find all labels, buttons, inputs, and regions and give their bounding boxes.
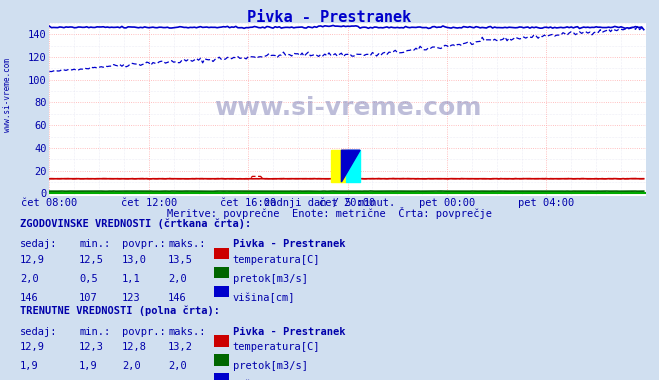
Text: 13,0: 13,0 xyxy=(122,255,147,264)
Text: 2,0: 2,0 xyxy=(122,361,140,371)
Polygon shape xyxy=(341,150,360,182)
Text: 146: 146 xyxy=(20,293,38,302)
Text: 12,9: 12,9 xyxy=(20,342,45,352)
Text: višina[cm]: višina[cm] xyxy=(233,293,295,303)
Text: min.:: min.: xyxy=(79,327,110,337)
Text: www.si-vreme.com: www.si-vreme.com xyxy=(214,96,481,120)
Text: maks.:: maks.: xyxy=(168,327,206,337)
Text: Pivka - Prestranek: Pivka - Prestranek xyxy=(233,327,345,337)
Text: povpr.:: povpr.: xyxy=(122,239,165,249)
Text: temperatura[C]: temperatura[C] xyxy=(233,342,320,352)
Text: povpr.:: povpr.: xyxy=(122,327,165,337)
Text: 1,9: 1,9 xyxy=(79,361,98,371)
Text: 2,0: 2,0 xyxy=(20,274,38,283)
Text: 13,2: 13,2 xyxy=(168,342,193,352)
Text: sedaj:: sedaj: xyxy=(20,327,57,337)
Text: Pivka - Prestranek: Pivka - Prestranek xyxy=(247,10,412,24)
Bar xyxy=(331,150,345,182)
Text: 13,5: 13,5 xyxy=(168,255,193,264)
Text: 146: 146 xyxy=(168,293,186,302)
Text: sedaj:: sedaj: xyxy=(20,239,57,249)
Text: 12,5: 12,5 xyxy=(79,255,104,264)
Text: 12,9: 12,9 xyxy=(20,255,45,264)
Text: 1,1: 1,1 xyxy=(122,274,140,283)
Text: Pivka - Prestranek: Pivka - Prestranek xyxy=(233,239,345,249)
Text: pretok[m3/s]: pretok[m3/s] xyxy=(233,361,308,371)
Text: 2,0: 2,0 xyxy=(168,361,186,371)
Text: 107: 107 xyxy=(79,293,98,302)
Text: zadnji dan / 5 minut.: zadnji dan / 5 minut. xyxy=(264,198,395,208)
Text: 123: 123 xyxy=(122,293,140,302)
Text: pretok[m3/s]: pretok[m3/s] xyxy=(233,274,308,283)
Text: TRENUTNE VREDNOSTI (polna črta):: TRENUTNE VREDNOSTI (polna črta): xyxy=(20,306,219,317)
Text: 12,8: 12,8 xyxy=(122,342,147,352)
Text: Meritve: povprečne  Enote: metrične  Črta: povprečje: Meritve: povprečne Enote: metrične Črta:… xyxy=(167,207,492,219)
Text: www.si-vreme.com: www.si-vreme.com xyxy=(3,58,13,132)
Bar xyxy=(345,150,360,182)
Text: temperatura[C]: temperatura[C] xyxy=(233,255,320,264)
Text: ZGODOVINSKE VREDNOSTI (črtkana črta):: ZGODOVINSKE VREDNOSTI (črtkana črta): xyxy=(20,218,251,229)
Text: maks.:: maks.: xyxy=(168,239,206,249)
Text: min.:: min.: xyxy=(79,239,110,249)
Text: 0,5: 0,5 xyxy=(79,274,98,283)
Text: 12,3: 12,3 xyxy=(79,342,104,352)
Text: 2,0: 2,0 xyxy=(168,274,186,283)
Text: 1,9: 1,9 xyxy=(20,361,38,371)
